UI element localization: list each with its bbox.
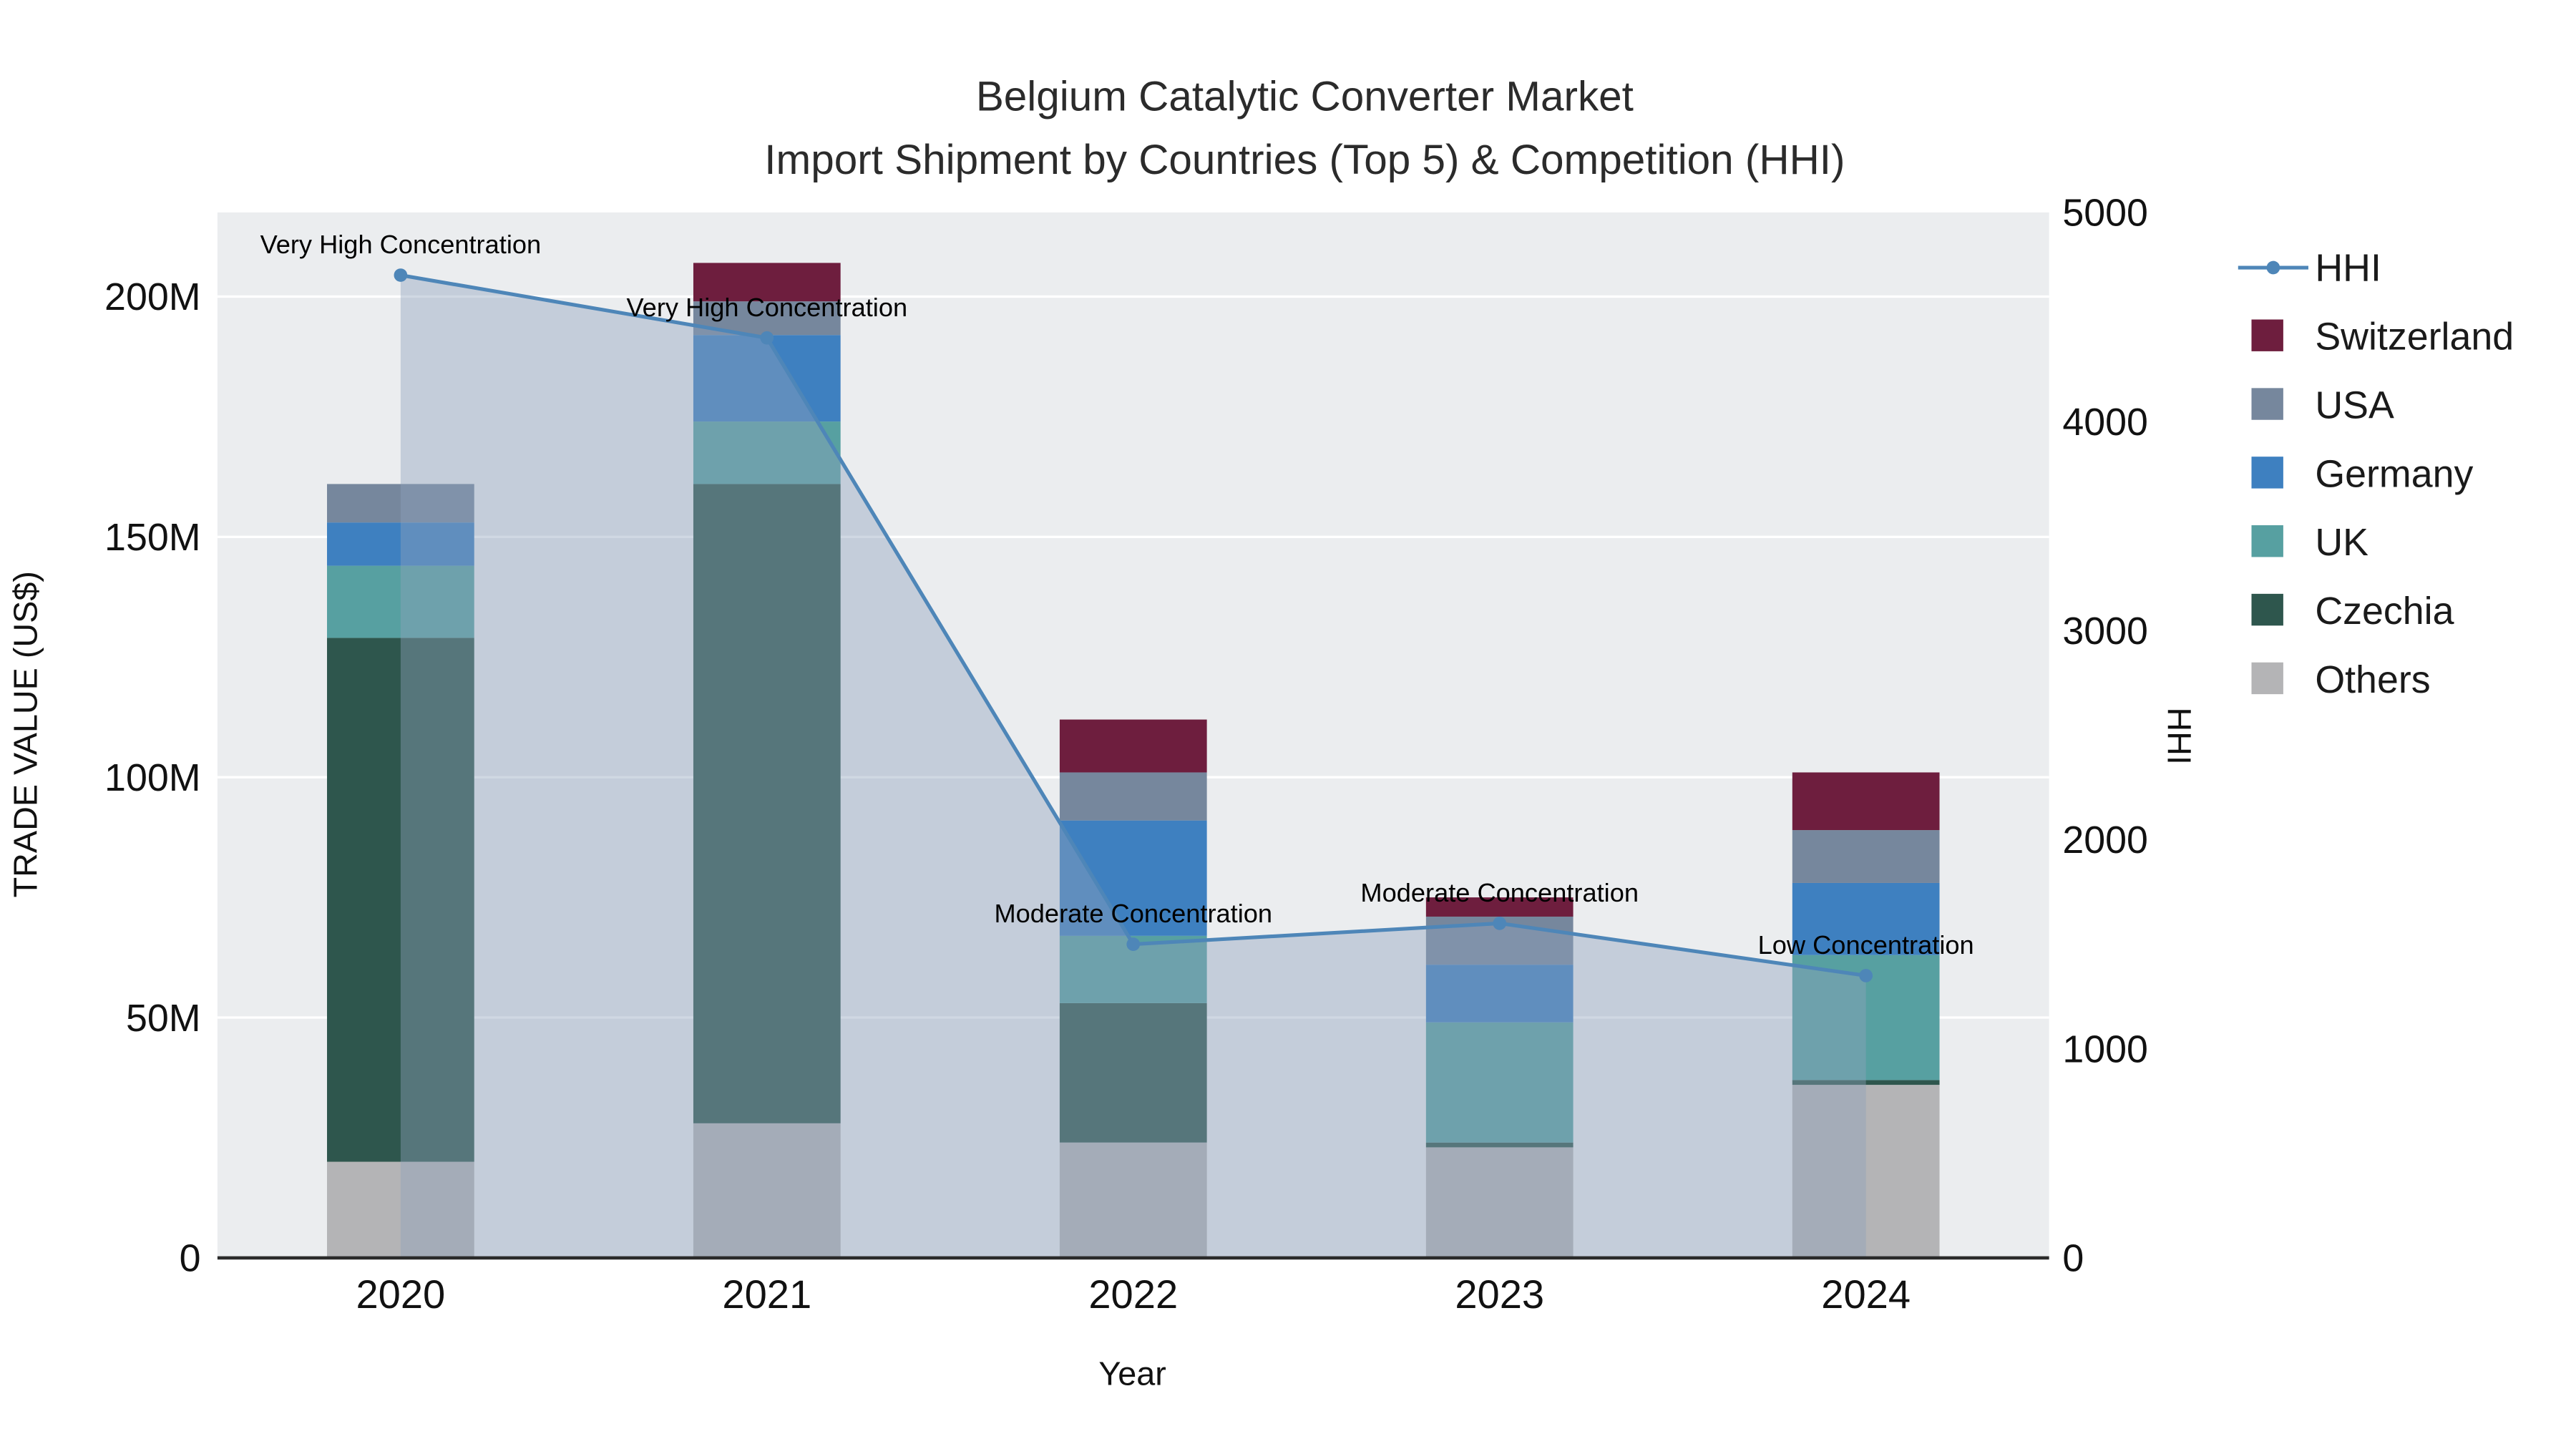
x-axis-title: Year: [1098, 1355, 1166, 1392]
chart-title-line1: Belgium Catalytic Converter Market: [976, 73, 1634, 119]
y-left-tick-label: 100M: [104, 756, 200, 799]
bar-segment-uk-2021[interactable]: [693, 421, 841, 484]
bar-segment-germany-2024[interactable]: [1792, 882, 1940, 955]
legend-item-czechia[interactable]: Czechia: [2251, 590, 2454, 633]
annotation-2022: Moderate Concentration: [994, 899, 1272, 928]
bar-segment-switzerland-2022[interactable]: [1059, 719, 1207, 773]
chart-title-line2: Import Shipment by Countries (Top 5) & C…: [764, 137, 1845, 183]
bar-segment-usa-2024[interactable]: [1792, 830, 1940, 883]
y-right-axis-title: HHI: [2161, 707, 2198, 765]
bar-segment-others-2024[interactable]: [1792, 1085, 1940, 1258]
y-right-tick-label: 3000: [2062, 610, 2148, 653]
y-left-axis-title: TRADE VALUE (US$): [6, 571, 44, 897]
legend-label: USA: [2315, 384, 2394, 426]
hhi-marker-2023[interactable]: [1493, 917, 1507, 930]
bar-segment-usa-2022[interactable]: [1059, 772, 1207, 821]
annotation-2023: Moderate Concentration: [1360, 878, 1639, 907]
hhi-area-fill: [400, 275, 1866, 1258]
legend-item-hhi[interactable]: HHI: [2238, 247, 2381, 290]
bar-segment-czechia-2021[interactable]: [693, 484, 841, 1123]
y-right-tick-label: 0: [2062, 1237, 2084, 1280]
hhi-marker-2022[interactable]: [1126, 937, 1141, 951]
bar-segment-switzerland-2023[interactable]: [1425, 897, 1574, 917]
legend-swatch: [2251, 662, 2283, 695]
legend-label: Czechia: [2315, 590, 2454, 633]
y-right-tick-label: 5000: [2062, 192, 2148, 235]
bar-segment-czechia-2024[interactable]: [1792, 1080, 1940, 1085]
x-tick-label: 2022: [1088, 1272, 1178, 1317]
y-right-tick-label: 1000: [2062, 1028, 2148, 1070]
hhi-marker-2021[interactable]: [760, 331, 774, 345]
legend-item-germany[interactable]: Germany: [2251, 452, 2473, 495]
legend-swatch: [2251, 319, 2283, 351]
y-left-tick-label: 0: [180, 1237, 201, 1280]
bar-segment-germany-2021[interactable]: [693, 335, 841, 422]
annotation-2021: Very High Concentration: [627, 293, 908, 322]
legend-label: Germany: [2315, 452, 2473, 495]
legend-label: Switzerland: [2315, 316, 2514, 358]
y-left-tick-label: 150M: [104, 516, 200, 559]
bar-segment-uk-2020[interactable]: [327, 565, 474, 638]
legend-item-uk[interactable]: UK: [2251, 521, 2368, 564]
bar-segment-germany-2022[interactable]: [1059, 820, 1207, 936]
y-left-tick-label: 50M: [126, 997, 201, 1040]
legend-swatch: [2251, 388, 2283, 420]
x-tick-label: 2024: [1821, 1272, 1911, 1317]
bar-segment-germany-2020[interactable]: [327, 522, 474, 566]
bar-segment-czechia-2023[interactable]: [1425, 1142, 1574, 1148]
bar-segment-others-2021[interactable]: [693, 1123, 841, 1258]
legend-swatch: [2251, 457, 2283, 489]
legend-swatch: [2251, 593, 2283, 626]
x-tick-label: 2021: [722, 1272, 811, 1317]
y-right-tick-label: 2000: [2062, 819, 2148, 862]
bar-segment-usa-2020[interactable]: [327, 484, 474, 523]
hhi-marker-2024[interactable]: [1859, 969, 1873, 982]
annotation-2024: Low Concentration: [1758, 930, 1974, 960]
bar-segment-uk-2023[interactable]: [1425, 1022, 1574, 1143]
annotation-2020: Very High Concentration: [260, 230, 542, 259]
legend-swatch: [2251, 525, 2283, 557]
bar-segment-czechia-2022[interactable]: [1059, 1002, 1207, 1143]
bar-segment-others-2023[interactable]: [1425, 1147, 1574, 1258]
y-left-tick-label: 200M: [104, 275, 200, 318]
bar-segment-switzerland-2021[interactable]: [693, 263, 841, 302]
bar-segment-switzerland-2024[interactable]: [1792, 772, 1940, 831]
legend-item-switzerland[interactable]: Switzerland: [2251, 316, 2514, 358]
legend-label: Others: [2315, 658, 2430, 701]
legend-label: HHI: [2315, 247, 2381, 290]
legend-item-usa[interactable]: USA: [2251, 384, 2394, 426]
x-tick-label: 2020: [356, 1272, 445, 1317]
bar-segment-others-2022[interactable]: [1059, 1142, 1207, 1258]
legend-item-others[interactable]: Others: [2251, 658, 2431, 701]
legend-marker-symbol: [2266, 260, 2280, 275]
bar-segment-others-2020[interactable]: [327, 1161, 474, 1258]
bar-segment-czechia-2020[interactable]: [327, 638, 474, 1162]
hhi-marker-2020[interactable]: [394, 268, 408, 282]
x-tick-label: 2023: [1455, 1272, 1544, 1317]
legend-label: UK: [2315, 521, 2368, 564]
y-right-tick-label: 4000: [2062, 401, 2148, 444]
bar-segment-germany-2023[interactable]: [1425, 965, 1574, 1023]
